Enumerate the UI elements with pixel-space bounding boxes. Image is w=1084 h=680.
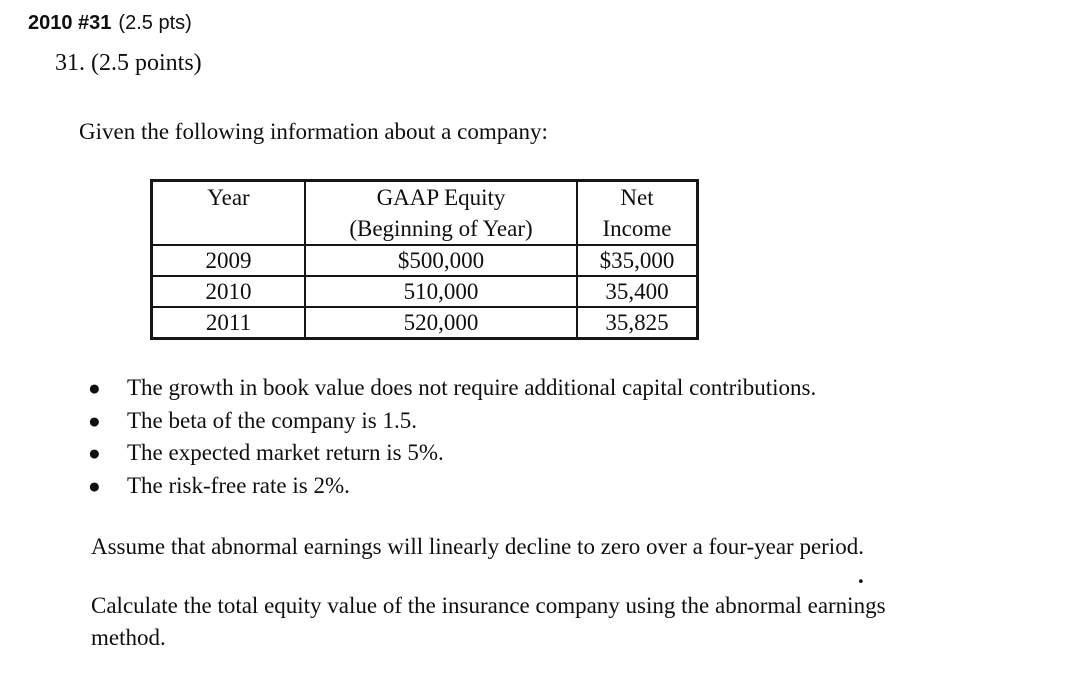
calculate-line: Calculate the total equity value of the … bbox=[91, 593, 886, 618]
cell-gaap: 520,000 bbox=[304, 306, 578, 340]
cell-net-income: $35,000 bbox=[576, 244, 699, 277]
assumptions-bullet-list: ● The growth in book value does not requ… bbox=[88, 372, 816, 502]
exam-year-number: 2010 #31 bbox=[28, 12, 112, 34]
bullet-icon: ● bbox=[88, 473, 101, 498]
header-net-income: Net Income bbox=[576, 179, 699, 246]
bullet-icon: ● bbox=[88, 376, 101, 400]
problem-number-line: 31. (2.5 points) bbox=[55, 50, 202, 76]
cell-year: 2010 bbox=[150, 275, 306, 308]
bullet-text: The risk-free rate is 2%. bbox=[127, 472, 350, 498]
cell-year: 2009 bbox=[150, 244, 306, 277]
header-gaap-equity: GAAP Equity (Beginning of Year) bbox=[304, 179, 578, 246]
table-row: 2010 510,000 35,400 bbox=[150, 275, 699, 308]
list-item: ● The expected market return is 5%. bbox=[88, 437, 816, 470]
bullet-text: The expected market return is 5%. bbox=[127, 440, 444, 465]
cell-gaap: 510,000 bbox=[304, 275, 578, 308]
exam-question-header: 2010 #31 (2.5 pts) bbox=[28, 12, 192, 35]
calculate-line: method. bbox=[91, 625, 166, 650]
bullet-text: The growth in book value does not requir… bbox=[127, 375, 817, 400]
list-item: ● The growth in book value does not requ… bbox=[88, 372, 816, 405]
header-year: Year bbox=[150, 179, 306, 246]
bullet-icon: ● bbox=[88, 408, 101, 433]
list-item: ● The beta of the company is 1.5. bbox=[88, 405, 816, 438]
table-row: 2011 520,000 35,825 bbox=[150, 306, 699, 340]
company-data-table-wrap: Year GAAP Equity (Beginning of Year) Net… bbox=[150, 179, 699, 340]
table-header-row: Year GAAP Equity (Beginning of Year) Net… bbox=[150, 179, 699, 246]
list-item: ● The risk-free rate is 2%. bbox=[88, 470, 816, 503]
bullet-icon: ● bbox=[88, 441, 101, 465]
cell-year: 2011 bbox=[150, 306, 306, 340]
scan-artifact-dot: . bbox=[858, 563, 864, 588]
company-data-table: Year GAAP Equity (Beginning of Year) Net… bbox=[150, 179, 699, 340]
calculate-paragraph: Calculate the total equity value of the … bbox=[91, 590, 886, 654]
cell-net-income: 35,825 bbox=[576, 306, 699, 340]
intro-paragraph: Given the following information about a … bbox=[79, 119, 548, 144]
exam-points-note: (2.5 pts) bbox=[118, 12, 192, 34]
bullet-text: The beta of the company is 1.5. bbox=[127, 407, 417, 433]
cell-net-income: 35,400 bbox=[576, 275, 699, 308]
table-row: 2009 $500,000 $35,000 bbox=[150, 244, 699, 277]
assume-paragraph: Assume that abnormal earnings will linea… bbox=[91, 534, 864, 559]
cell-gaap: $500,000 bbox=[304, 244, 578, 277]
